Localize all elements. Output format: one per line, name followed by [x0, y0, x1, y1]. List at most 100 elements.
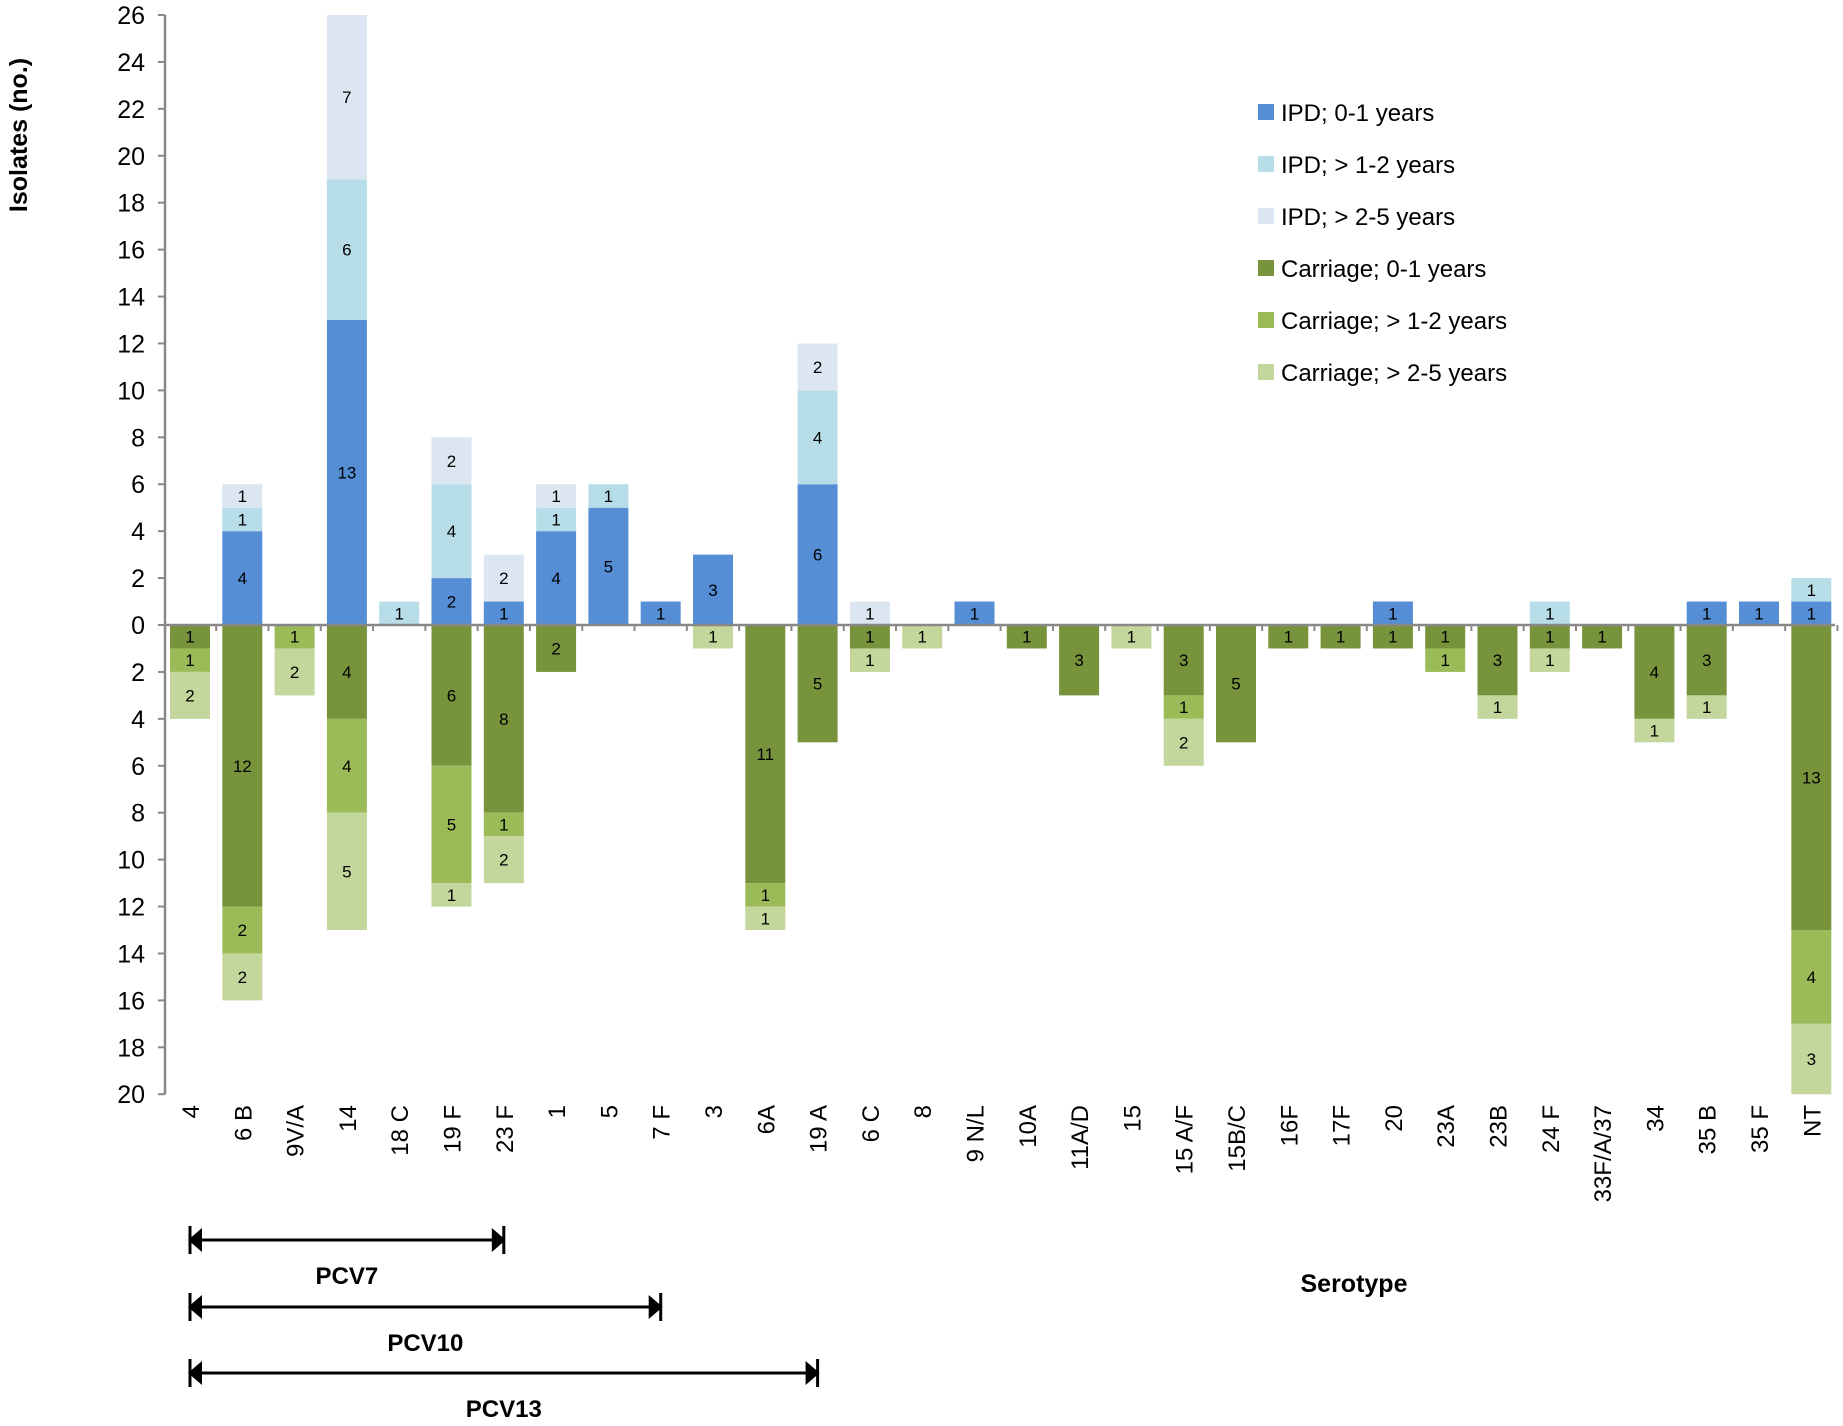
x-tick-label: 10A	[1015, 1105, 1042, 1148]
x-tick-label: 19 A	[806, 1105, 833, 1153]
data-label: 2	[1179, 733, 1188, 752]
bar-segment	[693, 625, 733, 649]
x-tick-label: 18 C	[387, 1105, 414, 1156]
bar-segment	[431, 883, 472, 907]
y-tick-label: 4	[131, 518, 145, 546]
bar-segment	[326, 15, 367, 180]
bar-segment	[431, 484, 472, 579]
bar-segment	[588, 484, 629, 508]
bar-segment	[222, 507, 263, 532]
x-tick-label: 14	[335, 1105, 362, 1132]
arrow-right-icon	[805, 1361, 820, 1385]
bar-segment	[536, 531, 577, 625]
x-tick-label: 15	[1119, 1105, 1146, 1132]
bar-segment	[1791, 930, 1832, 1024]
data-label: 5	[604, 557, 613, 576]
y-tick-label: 20	[117, 143, 145, 171]
data-label: 4	[1807, 968, 1816, 987]
bar-segment	[1634, 718, 1675, 743]
data-label: 6	[342, 241, 351, 260]
y-tick-label: 22	[117, 96, 145, 124]
y-tick-label: 18	[117, 190, 145, 218]
bar-segment	[640, 601, 681, 625]
bar-segment	[536, 625, 577, 672]
range-label: PCV13	[466, 1396, 542, 1421]
bar-segment	[222, 906, 263, 954]
data-label: 1	[1545, 604, 1554, 623]
y-tick-label: 14	[117, 284, 145, 312]
legend-label: Carriage; > 1-2 years	[1281, 308, 1507, 335]
y-tick-label: 16	[117, 987, 145, 1015]
x-tick-label: 23B	[1486, 1105, 1513, 1148]
y-tick-label: 12	[117, 894, 145, 922]
data-label: 2	[499, 569, 508, 588]
bar-segment	[431, 437, 472, 485]
data-label: 4	[551, 569, 560, 588]
legend-swatch	[1258, 104, 1274, 120]
legend-label: IPD; > 2-5 years	[1281, 204, 1455, 231]
legend-label: IPD; > 1-2 years	[1281, 152, 1455, 179]
data-label: 2	[499, 851, 508, 870]
bar-segment	[954, 601, 995, 625]
bar-segment	[536, 484, 577, 508]
data-label: 1	[447, 886, 456, 905]
data-label: 2	[185, 686, 194, 705]
bar-segment	[849, 625, 890, 649]
data-label: 1	[1597, 628, 1606, 647]
data-label: 1	[1127, 628, 1136, 647]
data-label: 4	[238, 569, 247, 588]
data-label: 13	[1802, 769, 1821, 788]
y-tick-label: 6	[131, 753, 145, 781]
data-label: 1	[917, 628, 926, 647]
bar-segment	[431, 578, 472, 625]
bar-segment	[483, 625, 524, 813]
range-label: PCV7	[316, 1263, 379, 1290]
bar-segment	[849, 648, 890, 672]
data-label: 5	[813, 675, 822, 694]
data-label: 1	[499, 604, 508, 623]
bar-segment	[1268, 625, 1309, 649]
data-label: 1	[1336, 628, 1345, 647]
bar-segment	[1477, 695, 1518, 719]
data-label: 1	[1493, 698, 1502, 717]
data-label: 3	[708, 581, 717, 600]
bar-segment	[431, 625, 472, 766]
bar-segment	[1006, 625, 1047, 649]
x-tick-label: 23A	[1433, 1105, 1460, 1148]
bar-segment	[326, 625, 367, 719]
legend-item: IPD; > 2-5 years	[1258, 204, 1455, 231]
data-label: 1	[970, 604, 979, 623]
data-label: 1	[1388, 604, 1397, 623]
data-label: 1	[865, 651, 874, 670]
data-label: 4	[342, 663, 351, 682]
bar-segment	[536, 507, 577, 532]
data-label: 1	[1284, 628, 1293, 647]
bar-segment	[1425, 625, 1466, 649]
data-label: 2	[290, 663, 299, 682]
y-tick-label: 24	[117, 49, 145, 77]
data-label: 8	[499, 710, 508, 729]
y-tick-label: 16	[117, 237, 145, 265]
y-tick-label: 10	[117, 847, 145, 875]
bar-segment	[222, 625, 263, 907]
data-label: 6	[813, 546, 822, 565]
data-label: 2	[447, 452, 456, 471]
data-label: 1	[394, 604, 403, 623]
y-tick-label: 8	[131, 800, 145, 828]
data-label: 5	[342, 862, 351, 881]
data-label: 1	[1022, 628, 1031, 647]
data-label: 1	[1545, 628, 1554, 647]
bar-segment	[1529, 625, 1570, 649]
vaccine-range-pcv7: PCV7	[188, 1226, 506, 1290]
bar-segment	[222, 484, 263, 508]
bar-segment	[483, 812, 524, 837]
x-tick-label: 9 N/L	[963, 1105, 990, 1162]
bar-segment	[1686, 695, 1727, 719]
bar-segment	[170, 671, 210, 719]
bar-segment	[1059, 625, 1100, 696]
bar-segment	[222, 531, 263, 625]
bar-segment	[1582, 625, 1623, 649]
bar-segment	[693, 554, 733, 625]
legend-item: IPD; 0-1 years	[1258, 100, 1434, 127]
y-tick-label: 14	[117, 940, 145, 968]
